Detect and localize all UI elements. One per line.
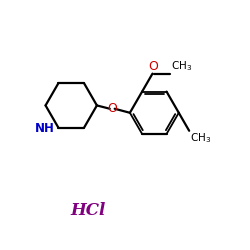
Text: O: O xyxy=(148,60,158,73)
Text: NH: NH xyxy=(35,122,55,136)
Text: CH$_3$: CH$_3$ xyxy=(171,59,192,73)
Text: HCl: HCl xyxy=(71,202,106,219)
Text: O: O xyxy=(107,102,117,115)
Text: CH$_3$: CH$_3$ xyxy=(190,131,211,145)
